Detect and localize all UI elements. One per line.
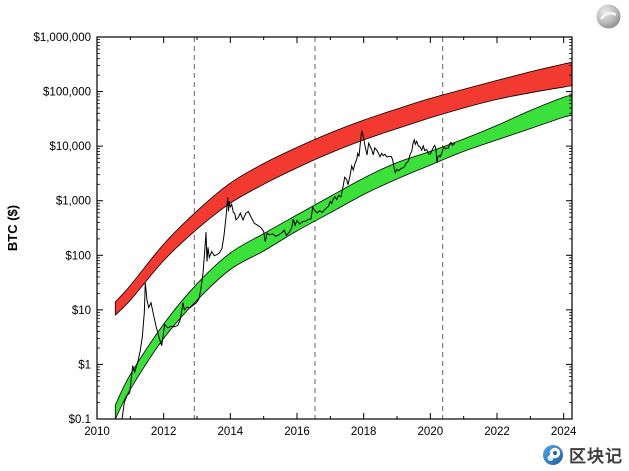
y-tick-label: $1 xyxy=(78,359,91,371)
watermark: 区块记 xyxy=(542,442,623,467)
y-tick-label: $1,000 xyxy=(56,196,91,208)
plot-border xyxy=(96,36,573,420)
plot-area xyxy=(114,37,572,419)
x-tick-label: 2014 xyxy=(218,426,244,438)
y-axis-label: BTC ($) xyxy=(5,205,20,251)
watermark-logo-top-icon xyxy=(596,4,621,29)
x-tick-label: 2016 xyxy=(284,426,310,438)
watermark-logo-icon xyxy=(543,444,563,465)
x-tick-label: 2018 xyxy=(351,426,377,438)
y-tick-label: $100 xyxy=(65,250,91,262)
y-tick-label: $100,000 xyxy=(43,87,91,99)
btc-price-line xyxy=(121,130,456,419)
x-tick-label: 2024 xyxy=(551,426,577,438)
x-tick-label: 2010 xyxy=(84,426,110,438)
y-tick-label: $1,000,000 xyxy=(33,32,91,44)
watermark-logo xyxy=(542,444,564,466)
y-tick-label: $10,000 xyxy=(49,141,91,153)
upper-red-band xyxy=(114,62,572,317)
y-tick-label: $10 xyxy=(72,305,91,317)
watermark-logo-top xyxy=(595,3,622,30)
watermark-text: 区块记 xyxy=(569,447,623,466)
y-tick-label: $0.1 xyxy=(69,414,91,426)
x-tick-label: 2020 xyxy=(418,426,444,438)
x-tick-label: 2012 xyxy=(151,426,177,438)
x-tick-label: 2022 xyxy=(484,426,510,438)
